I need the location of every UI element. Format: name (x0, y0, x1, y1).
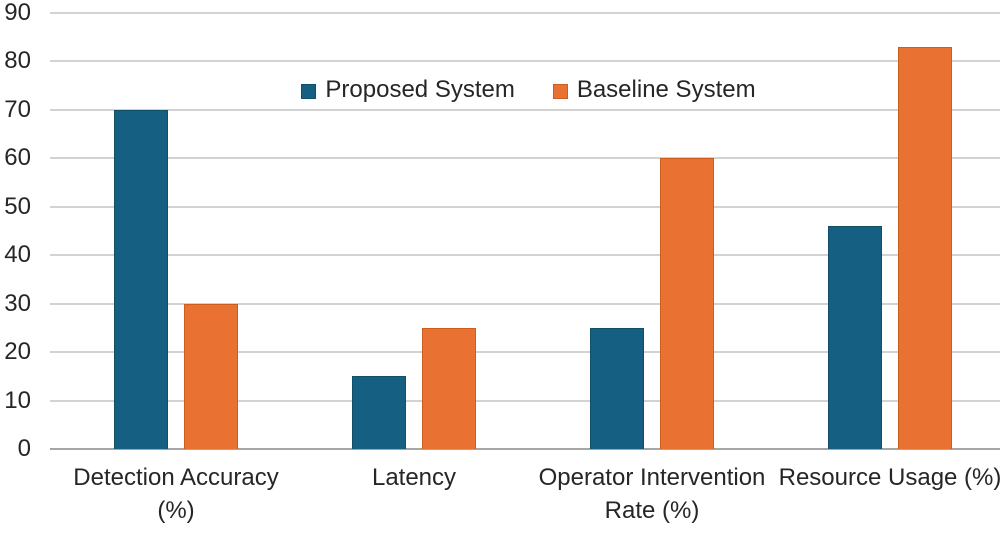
bar-group-detection-accuracy (57, 13, 295, 449)
y-tick-label-0: 0 (17, 435, 31, 462)
bar-group-operator-intervention-rate (533, 13, 771, 449)
y-tick-label-20: 20 (4, 338, 31, 366)
legend-marker-icon (552, 83, 568, 99)
bars-layer (57, 13, 1000, 449)
y-tick-label-50: 50 (4, 192, 31, 220)
gridline-40 (50, 254, 1000, 257)
bar-proposed-system-resource-usage (828, 226, 882, 449)
x-category-label-latency: Latency (371, 464, 457, 491)
bar-baseline-system-latency (422, 327, 476, 449)
gridline-30 (50, 302, 1000, 305)
chart-legend: Proposed System Baseline System (57, 76, 1000, 104)
y-axis-tick-labels: 0 10 20 30 40 50 60 70 80 90 (0, 1, 31, 461)
legend-marker-icon (301, 83, 317, 99)
x-axis-category-labels: Detection Accuracy (%) Latency Operator In… (57, 461, 1000, 527)
legend-label: Proposed System (325, 76, 515, 103)
x-category-label-resource-usage: Resource Usage (%) (778, 464, 1000, 491)
y-tick-label-60: 60 (4, 144, 31, 172)
gridline-20 (50, 351, 1000, 354)
x-axis-line (50, 448, 1000, 450)
legend-item-baseline-system: Baseline System (552, 76, 756, 104)
gridline-50 (50, 205, 1000, 208)
y-tick-label-40: 40 (4, 241, 31, 269)
gridline-70 (50, 108, 1000, 111)
y-tick-label-30: 30 (4, 289, 31, 317)
legend-label: Baseline System (576, 76, 756, 103)
bar-group-latency (295, 13, 533, 449)
bar-baseline-system-detection-accuracy (184, 303, 238, 449)
y-tick-label-80: 80 (4, 47, 31, 75)
legend-item-proposed-system: Proposed System (301, 76, 515, 104)
bar-baseline-system-resource-usage (898, 46, 952, 449)
y-tick-label-90: 90 (4, 0, 31, 26)
gridline-90 (50, 12, 1000, 15)
gridline-80 (50, 60, 1000, 63)
bar-proposed-system-operator-intervention-rate (590, 327, 644, 449)
bar-group-resource-usage (771, 13, 1000, 449)
y-tick-label-70: 70 (4, 95, 31, 123)
x-category-label-detection-accuracy: Detection Accuracy (%) (73, 464, 279, 524)
bar-proposed-system-detection-accuracy (114, 109, 168, 449)
bar-proposed-system-latency (352, 376, 406, 449)
bar-baseline-system-operator-intervention-rate (660, 158, 714, 449)
y-tick-label-10: 10 (4, 386, 31, 414)
gridline-60 (50, 157, 1000, 160)
gridline-10 (50, 399, 1000, 402)
plot-area (50, 12, 1000, 450)
x-category-label-operator-intervention-rate: Operator Intervention Rate (%) (538, 464, 766, 524)
